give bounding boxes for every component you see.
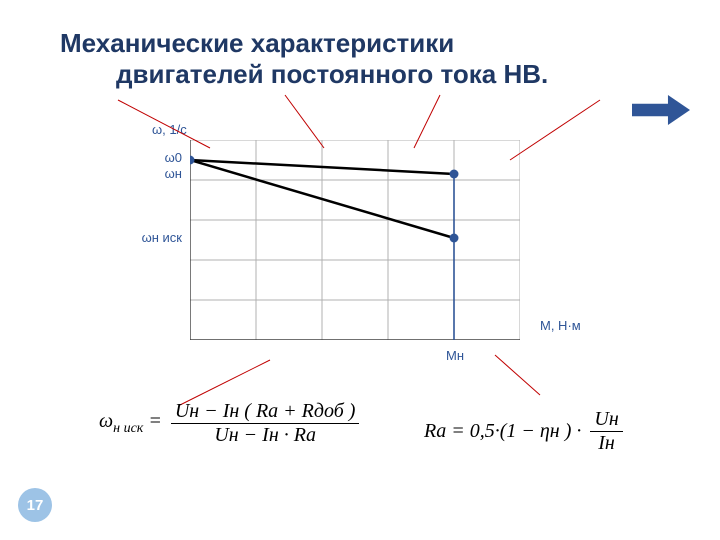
formula-omega-n-isk: ωн иск = Uн − Iн ( Rа + Rдоб ) Uн − Iн ·… [95,400,359,447]
callout-lines [0,0,720,540]
page-number-badge: 17 [18,488,52,522]
formula-Ra: Rа = 0,5·(1 − ηн ) · Uн Iн [420,408,623,455]
page-number: 17 [27,497,44,514]
